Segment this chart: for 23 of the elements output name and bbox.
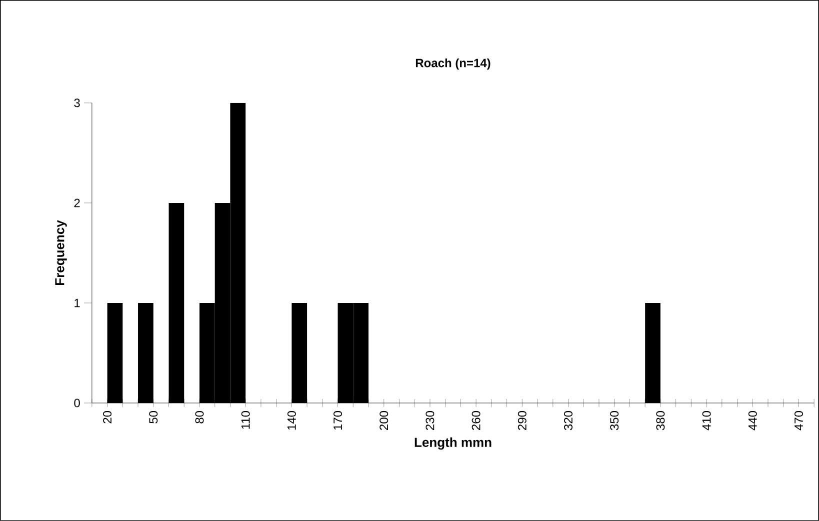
x-tick-label: 260 <box>472 411 480 430</box>
x-tick-label: 320 <box>564 411 572 430</box>
y-tick-label: 3 <box>74 98 80 108</box>
x-tick-label: 110 <box>241 411 250 429</box>
x-tick-label: 380 <box>656 411 665 430</box>
x-tick-label: 140 <box>287 411 296 430</box>
x-tick-label: 290 <box>518 411 526 430</box>
x-tick-label: 170 <box>334 411 342 430</box>
x-tick-label: 350 <box>610 411 619 430</box>
y-tick-label: 1 <box>74 298 80 308</box>
chart-title: Roach (n=14) <box>416 58 490 70</box>
y-tick-label: 2 <box>74 198 80 208</box>
y-axis-title: Frequency <box>55 220 67 286</box>
x-tick-label: 20 <box>103 411 112 424</box>
x-tick-label: 440 <box>748 411 757 430</box>
x-axis-title: Length mmn <box>414 437 492 450</box>
x-tick-label: 470 <box>794 411 803 430</box>
y-tick-label: 0 <box>74 398 80 408</box>
x-tick-label: 80 <box>195 411 204 424</box>
x-tick-label: 410 <box>702 411 711 430</box>
x-tick-label: 200 <box>380 411 388 430</box>
x-tick-label: 230 <box>426 411 434 430</box>
x-tick-label: 50 <box>149 411 158 424</box>
